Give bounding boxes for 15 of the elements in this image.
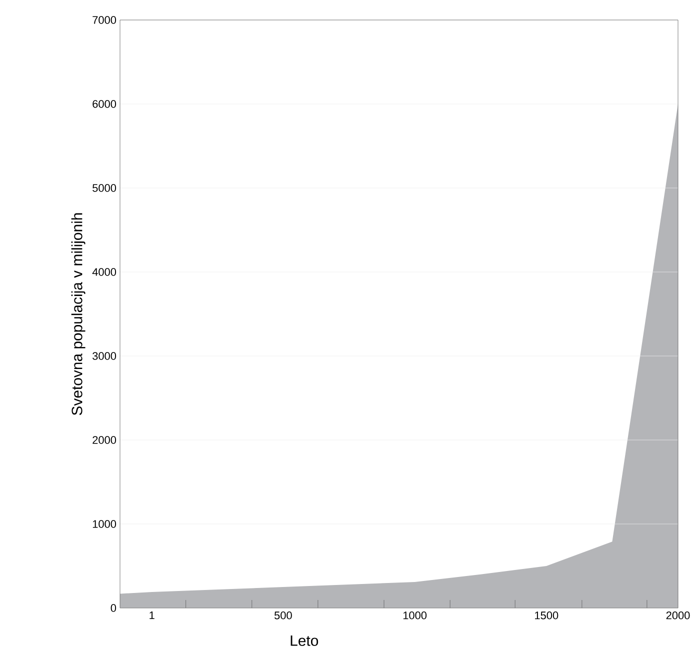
y-tick-label: 6000 bbox=[92, 100, 116, 108]
x-tick-label: 1 bbox=[150, 612, 154, 620]
y-tick-label: 2000 bbox=[92, 436, 116, 444]
y-tick-label: 5000 bbox=[92, 184, 116, 192]
x-tick-label: 1000 bbox=[403, 612, 427, 620]
y-tick-label: 3000 bbox=[92, 352, 116, 360]
x-tick-label: 2000 bbox=[666, 612, 690, 620]
x-tick-label: 500 bbox=[274, 612, 292, 620]
x-tick-label: 1500 bbox=[535, 612, 558, 620]
y-axis-title: Svetovna populacija v milijonih bbox=[71, 213, 86, 416]
y-tick-label: 4000 bbox=[92, 268, 116, 276]
y-tick-label: 0 bbox=[110, 604, 116, 612]
x-axis-title: Leto bbox=[290, 636, 318, 646]
y-tick-label: 1000 bbox=[92, 520, 116, 528]
y-tick-label: 7000 bbox=[92, 16, 116, 24]
